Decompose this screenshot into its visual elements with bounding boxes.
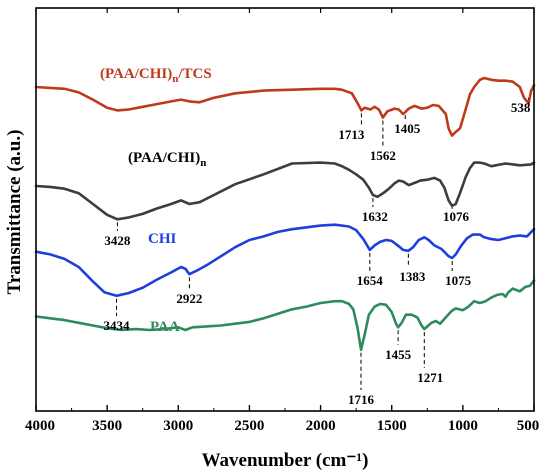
peak-label-11: 3434 bbox=[104, 318, 131, 333]
series-label-0: (PAA/CHI)n/TCS bbox=[100, 66, 212, 85]
peak-label-7: 1654 bbox=[357, 273, 384, 288]
series-label-main-0: (PAA/CHI) bbox=[100, 66, 172, 82]
x-tick-label-2: 3000 bbox=[163, 418, 193, 434]
peak-label-12: 1716 bbox=[348, 392, 375, 407]
peak-label-3: 538 bbox=[511, 100, 531, 115]
peak-annotations: 1713 1562 1405 538 1632 1076 3428 1654 1383 1075 2… bbox=[104, 98, 531, 407]
x-tick-label-4: 2000 bbox=[306, 418, 336, 434]
series-label-sub-1: n bbox=[200, 157, 206, 169]
peak-label-6: 3428 bbox=[104, 233, 131, 248]
series-line-0 bbox=[34, 76, 536, 137]
series-line-3 bbox=[34, 279, 536, 352]
series-line-1 bbox=[34, 161, 536, 221]
series-layer bbox=[34, 76, 536, 352]
peak-label-1: 1562 bbox=[370, 148, 396, 163]
peak-label-13: 1455 bbox=[385, 347, 412, 362]
series-label-main-2: CHI bbox=[148, 231, 177, 247]
peak-label-5: 1076 bbox=[443, 209, 470, 224]
series-line-2 bbox=[34, 223, 536, 298]
peak-label-0: 1713 bbox=[338, 127, 365, 142]
peak-label-14: 1271 bbox=[417, 370, 443, 385]
series-label-2: CHI bbox=[148, 231, 177, 247]
y-axis-title: Transmittance (a.u.) bbox=[4, 130, 25, 295]
series-label-sub-0: n bbox=[172, 73, 178, 85]
peak-label-2: 1405 bbox=[394, 121, 421, 136]
peak-label-4: 1632 bbox=[362, 209, 388, 224]
x-axis-title: Wavenumber (cm⁻¹) bbox=[202, 450, 369, 471]
series-label-main-1: (PAA/CHI) bbox=[128, 150, 200, 166]
peak-label-8: 1383 bbox=[399, 269, 426, 284]
series-label-tail-0: /TCS bbox=[177, 66, 211, 82]
x-tick-label-6: 1000 bbox=[448, 418, 478, 434]
x-tick-label-7: 500 bbox=[517, 418, 540, 434]
peak-label-10: 2922 bbox=[176, 291, 202, 306]
x-tick-label-0: 4000 bbox=[25, 418, 55, 434]
x-tick-label-3: 2500 bbox=[234, 418, 264, 434]
x-axis-ticks: 4000 3500 3000 2500 2000 1500 1000 500 bbox=[25, 8, 539, 434]
series-label-main-3: PAA bbox=[150, 319, 180, 335]
peak-label-9: 1075 bbox=[445, 273, 472, 288]
x-tick-label-5: 1500 bbox=[377, 418, 407, 434]
x-tick-label-1: 3500 bbox=[92, 418, 122, 434]
series-label-1: (PAA/CHI)n bbox=[128, 150, 206, 169]
series-label-3: PAA bbox=[150, 319, 180, 335]
